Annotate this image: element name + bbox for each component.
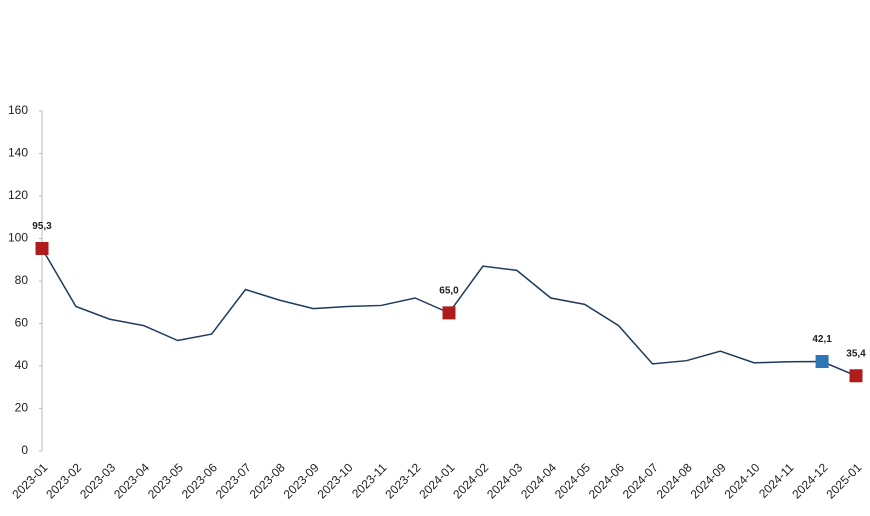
x-tick-label: 2024-04 (518, 460, 559, 501)
marker (849, 369, 863, 383)
x-tick-label: 2023-12 (382, 460, 423, 501)
value-label: 65,0 (439, 286, 459, 297)
value-label: 95,3 (32, 221, 52, 232)
y-tick-label: 80 (15, 273, 29, 287)
x-tick-label: 2023-03 (77, 460, 118, 501)
x-tick-label: 2024-02 (450, 460, 491, 501)
y-tick-label: 60 (15, 316, 29, 330)
y-tick-label: 140 (8, 146, 28, 160)
x-tick-label: 2024-07 (620, 460, 661, 501)
marker (815, 355, 829, 369)
x-tick-label: 2024-11 (756, 460, 797, 501)
x-tick-label: 2023-01 (9, 460, 50, 501)
x-tick-label: 2023-09 (281, 460, 322, 501)
x-tick-label: 2024-03 (484, 460, 525, 501)
x-tick-label: 2024-12 (789, 460, 830, 501)
x-tick-label: 2023-08 (247, 460, 288, 501)
x-tick-label: 2025-01 (823, 460, 864, 501)
marker (35, 241, 49, 255)
x-tick-label: 2023-02 (43, 460, 84, 501)
x-tick-label: 2023-10 (315, 460, 356, 501)
y-tick-label: 160 (8, 103, 28, 117)
x-tick-label: 2024-10 (722, 460, 763, 501)
marker (442, 306, 456, 320)
x-tick-label: 2024-05 (552, 460, 593, 501)
value-label: 42,1 (812, 334, 832, 345)
x-tick-label: 2023-05 (145, 460, 186, 501)
value-label: 35,4 (846, 348, 866, 359)
y-tick-label: 0 (21, 443, 28, 457)
y-tick-label: 120 (8, 188, 28, 202)
y-tick-label: 40 (15, 358, 29, 372)
x-tick-label: 2023-11 (349, 460, 390, 501)
x-tick-label: 2023-06 (179, 460, 220, 501)
y-tick-label: 100 (8, 231, 28, 245)
x-tick-label: 2024-01 (416, 460, 457, 501)
x-tick-label: 2024-06 (586, 460, 627, 501)
x-tick-label: 2024-09 (688, 460, 729, 501)
x-tick-label: 2024-08 (654, 460, 695, 501)
y-tick-label: 20 (15, 401, 29, 415)
x-tick-label: 2023-04 (111, 460, 152, 501)
x-tick-label: 2023-07 (213, 460, 254, 501)
